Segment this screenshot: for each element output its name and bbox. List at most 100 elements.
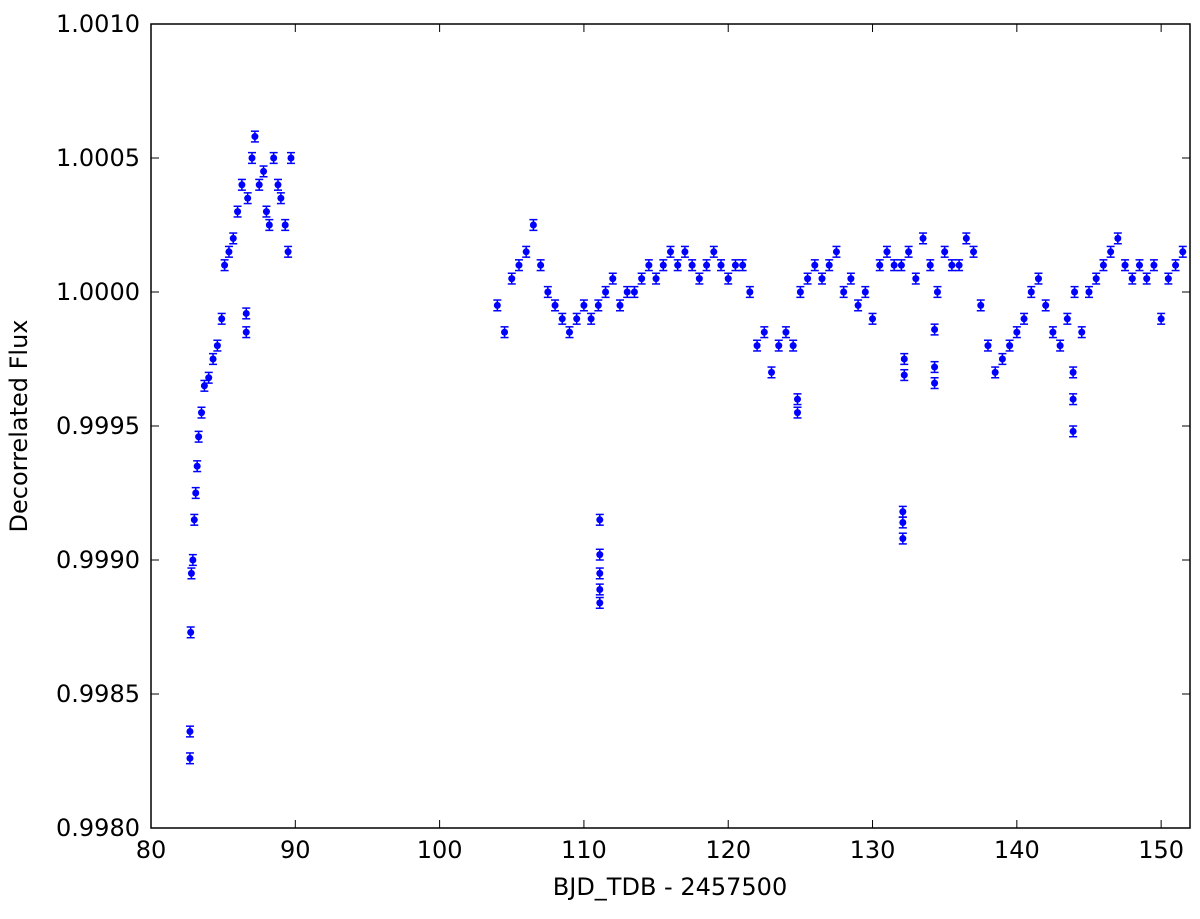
point xyxy=(1063,315,1071,323)
point xyxy=(244,194,252,202)
point xyxy=(832,248,840,256)
point xyxy=(274,181,282,189)
point xyxy=(1020,315,1028,323)
point xyxy=(1179,248,1187,256)
point xyxy=(900,371,908,379)
point xyxy=(205,374,213,382)
point xyxy=(919,234,927,242)
point xyxy=(190,516,198,524)
point xyxy=(594,301,602,309)
point xyxy=(580,301,588,309)
point xyxy=(869,315,877,323)
point xyxy=(931,363,939,371)
point xyxy=(793,395,801,403)
point xyxy=(508,275,516,283)
point xyxy=(876,261,884,269)
point xyxy=(991,368,999,376)
point xyxy=(941,248,949,256)
point xyxy=(262,208,270,216)
point xyxy=(1092,275,1100,283)
point xyxy=(596,569,604,577)
point xyxy=(724,275,732,283)
x-axis-label: BJD_TDB - 2457500 xyxy=(553,873,787,901)
point xyxy=(811,261,819,269)
point xyxy=(977,301,985,309)
point xyxy=(200,382,208,390)
point xyxy=(1107,248,1115,256)
point xyxy=(955,261,963,269)
point xyxy=(255,181,263,189)
point xyxy=(1143,275,1151,283)
point xyxy=(221,261,229,269)
point xyxy=(248,154,256,162)
point xyxy=(193,462,201,470)
point xyxy=(674,261,682,269)
point xyxy=(596,599,604,607)
point xyxy=(912,275,920,283)
point xyxy=(558,315,566,323)
point xyxy=(195,433,203,441)
point xyxy=(883,248,891,256)
point xyxy=(238,181,246,189)
y-tick-label: 1.0000 xyxy=(56,278,140,306)
point xyxy=(753,342,761,350)
point xyxy=(573,315,581,323)
point xyxy=(501,328,509,336)
point xyxy=(717,261,725,269)
x-tick-label: 140 xyxy=(994,836,1040,864)
point xyxy=(596,585,604,593)
point xyxy=(840,288,848,296)
point xyxy=(1069,427,1077,435)
point xyxy=(688,261,696,269)
point xyxy=(1099,261,1107,269)
point xyxy=(229,234,237,242)
point xyxy=(1150,261,1158,269)
point xyxy=(962,234,970,242)
point xyxy=(703,261,711,269)
point xyxy=(900,355,908,363)
point xyxy=(789,342,797,350)
point xyxy=(931,379,939,387)
point xyxy=(186,754,194,762)
point xyxy=(187,628,195,636)
point xyxy=(609,275,617,283)
point xyxy=(192,489,200,497)
point xyxy=(251,133,259,141)
point xyxy=(281,221,289,229)
x-tick-label: 120 xyxy=(705,836,751,864)
point xyxy=(931,326,939,334)
point xyxy=(596,516,604,524)
point xyxy=(186,728,194,736)
point xyxy=(760,328,768,336)
point xyxy=(213,342,221,350)
point xyxy=(739,261,747,269)
point xyxy=(1069,395,1077,403)
point xyxy=(731,261,739,269)
point xyxy=(899,518,907,526)
y-tick-label: 0.9980 xyxy=(56,814,140,842)
point xyxy=(602,288,610,296)
point xyxy=(1071,288,1079,296)
point xyxy=(242,309,250,317)
point xyxy=(1164,275,1172,283)
point xyxy=(948,261,956,269)
point xyxy=(515,261,523,269)
point xyxy=(587,315,595,323)
point xyxy=(782,328,790,336)
point xyxy=(695,275,703,283)
point xyxy=(522,248,530,256)
point xyxy=(645,261,653,269)
point xyxy=(847,275,855,283)
point xyxy=(1172,261,1180,269)
point xyxy=(1034,275,1042,283)
plot-frame xyxy=(150,23,1191,829)
point xyxy=(970,248,978,256)
point xyxy=(565,328,573,336)
point xyxy=(652,275,660,283)
point xyxy=(198,409,206,417)
point xyxy=(537,261,545,269)
y-tick-label: 0.9990 xyxy=(56,546,140,574)
y-tick-label: 0.9995 xyxy=(56,412,140,440)
point xyxy=(899,535,907,543)
